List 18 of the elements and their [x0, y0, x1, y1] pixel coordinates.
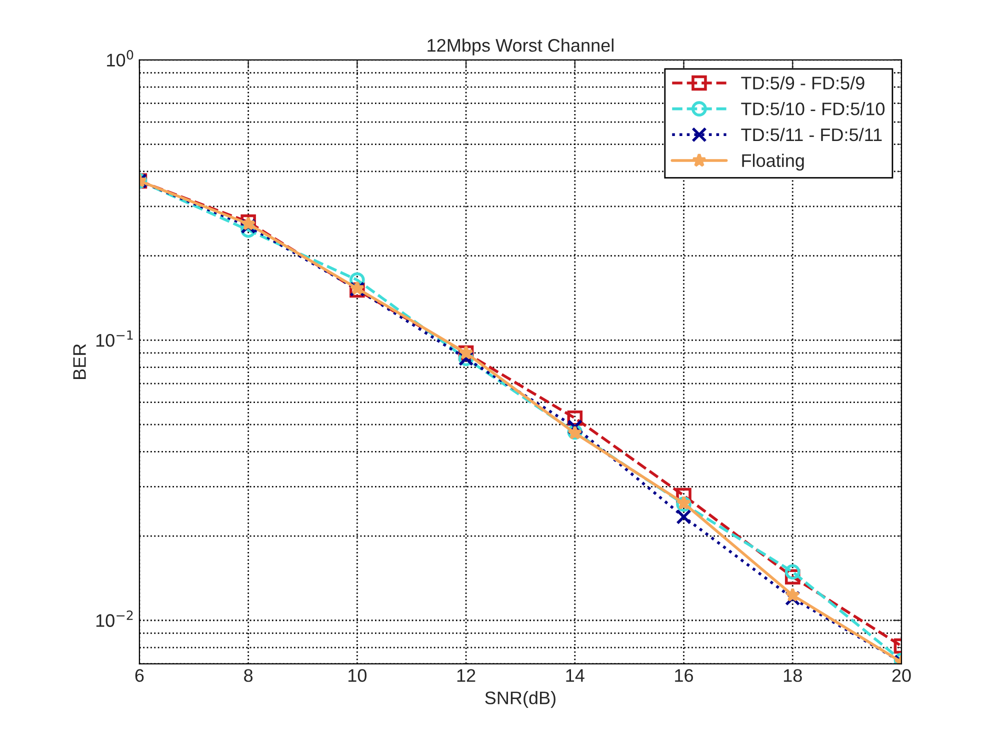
- y-axis-title: BER: [73, 344, 86, 379]
- legend-label: TD:5/10 - FD:5/10: [741, 102, 885, 116]
- x-tick-label: 16: [675, 669, 693, 682]
- legend-label: TD:5/9 - FD:5/9: [741, 76, 864, 90]
- x-tick-label: 14: [566, 669, 584, 682]
- x-tick-label: 12: [457, 669, 476, 682]
- x-tick-label: 18: [784, 669, 802, 682]
- chart-title: 12Mbps Worst Channel: [428, 38, 614, 56]
- x-tick-label: 20: [892, 669, 911, 682]
- x-tick-label: 8: [244, 669, 253, 682]
- x-axis-title: SNR(dB): [485, 691, 556, 708]
- y-tick-label: 10$^{0}$: [107, 50, 134, 67]
- x-tick-label: 6: [135, 669, 144, 682]
- legend-label: Floating: [742, 154, 804, 171]
- x-tick-label: 10: [348, 669, 367, 682]
- y-tick-label: 10$^{−1}$: [96, 330, 133, 347]
- legend-label: TD:5/11 - FD:5/11: [741, 128, 882, 142]
- y-tick-label: 10$^{−2}$: [96, 610, 133, 627]
